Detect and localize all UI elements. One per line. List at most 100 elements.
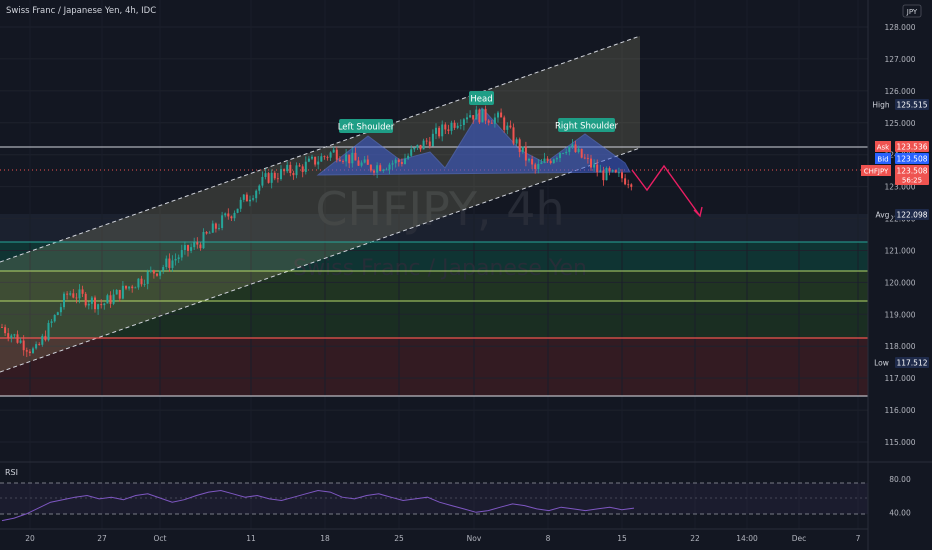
candle-body [422,140,425,150]
candle-body [431,133,434,147]
candle-body [435,127,437,134]
candle-body [521,146,524,152]
candle-body [289,164,292,174]
time-axis[interactable]: 20 27 Oct 11 18 25 Nov 8 15 22 14:00 Dec 7 [0,528,868,543]
price-axis[interactable]: 128.000127.000126.000125.000124.000123.0… [861,0,929,550]
candle-body [617,172,620,174]
candle-body [348,154,351,164]
channel-lower-line[interactable] [0,147,641,373]
right-shoulder-label-box [558,118,615,132]
price-tick-label: 123.000 [884,183,915,192]
candle-body [22,340,25,351]
candle-body [75,297,78,299]
price-tick-label: 127.000 [884,55,915,64]
candle-body [478,109,481,123]
grid-lines [0,26,868,443]
channel-upper-line[interactable] [0,35,641,263]
candle-body [335,149,338,160]
candle-body [81,289,84,294]
rsi-ticks: 80.00 40.00 [889,475,911,518]
candle-body [438,127,441,137]
left-shoulder-label[interactable]: Left Shoulder [338,119,395,133]
candle-body [307,158,310,162]
candlestick-series [1,105,633,358]
price-tick-label: 126.000 [884,87,915,96]
candle-body [357,160,360,166]
right-shoulder-label-text: Right Shoulder [555,122,618,132]
candle-body [559,153,561,159]
candle-body [211,223,214,233]
badge-ask-label-box [875,141,891,152]
price-tick-label: 125.000 [884,119,915,128]
time-tick-label: 18 [320,534,330,543]
candle-body [404,158,406,165]
candle-body [35,344,38,349]
price-tick-label: 120.000 [884,278,915,287]
badge-high-label: High [872,101,889,110]
candle-body [196,242,199,245]
candle-body [413,147,416,150]
candle-body [602,170,605,181]
candle-body [475,109,478,120]
head-label[interactable]: Head [469,91,494,105]
currency-button-box [902,4,922,18]
right-shoulder-label[interactable]: Right Shoulder [555,118,618,132]
price-tick-label: 121.000 [884,246,915,255]
candle-body [497,112,499,118]
projection-arrowhead [693,206,703,218]
candle-body [90,297,93,304]
badge-bid-value: 123.508 [896,155,927,164]
candle-body [593,164,596,168]
candle-body [28,351,31,353]
candle-body [252,198,255,200]
candle-body [221,215,224,229]
badge-ask: Ask 123.536 [875,141,929,152]
candle-body [608,168,611,172]
candle-body [143,283,146,285]
currency-button[interactable]: JPY [902,4,922,18]
projection-path[interactable] [631,164,701,217]
candle-body [239,199,242,209]
candle-body [524,146,527,161]
candle-body [180,250,183,258]
candle-body [481,108,484,123]
candle-body [270,172,273,183]
candle-body [100,304,103,306]
candle-body [32,348,34,353]
time-tick-label: Oct [154,534,167,543]
candle-body [267,173,270,183]
candle-body [400,162,403,165]
price-tick-label: 128.000 [884,23,915,32]
rsi-line[interactable] [1,489,635,522]
candle-body [552,159,555,164]
candle-body [10,335,13,338]
candle-body [627,184,630,186]
candle-body [369,164,372,171]
candle-body [397,159,400,163]
head-label-text: Head [470,95,492,105]
badge-high-value: 125.515 [896,101,927,110]
candle-body [146,271,149,284]
candle-body [168,258,171,268]
chart-title: Swiss Franc / Japanese Yen, 4h, IDC [6,6,156,16]
candle-body [131,286,134,289]
time-tick-label: 14:00 [736,534,758,543]
candle-body [258,185,261,191]
candle-body [512,127,515,144]
candle-body [586,158,589,159]
candle-body [462,119,465,125]
badge-avg-value: 122.098 [896,211,927,220]
candle-body [19,340,22,343]
candle-body [66,293,69,295]
zone-teal [0,242,868,271]
badge-countdown: 56:25 [902,177,922,185]
candle-body [304,161,307,172]
candle-body [183,245,186,251]
candle-body [323,156,326,158]
candle-body [366,159,369,165]
candle-body [555,158,558,160]
candle-body [292,173,295,176]
candle-body [87,303,90,306]
badge-low: Low 117.512 [872,357,929,368]
